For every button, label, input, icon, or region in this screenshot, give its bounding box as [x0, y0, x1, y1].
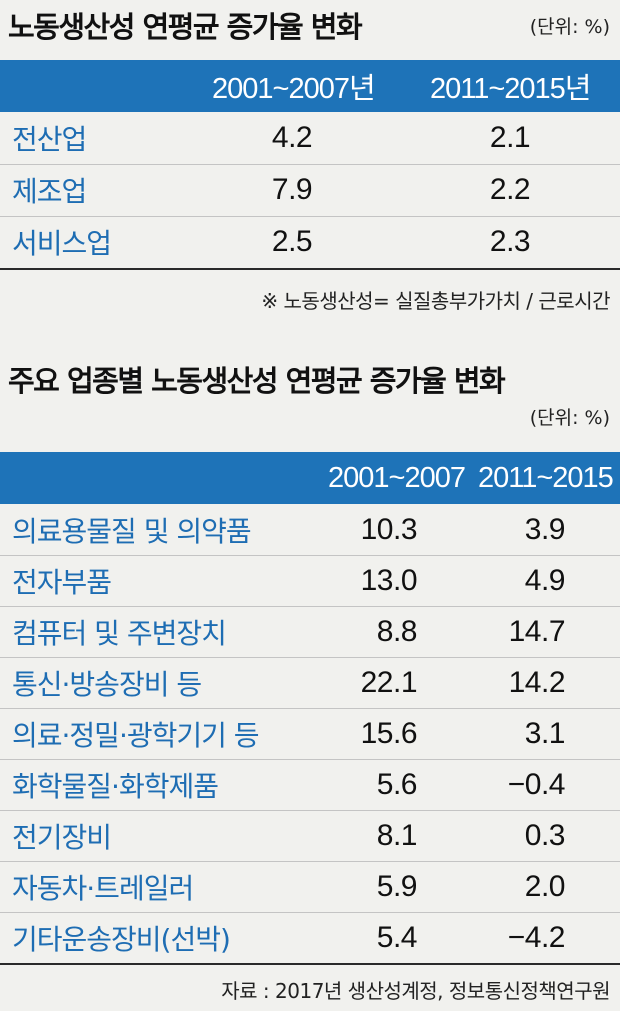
table2-cell: 14.7	[508, 614, 566, 648]
table1-note: ※ 노동생산성= 실질총부가가치 / 근로시간	[261, 289, 610, 313]
table2-row-label: 컴퓨터 및 주변장치	[12, 616, 227, 650]
table1-row-label: 제조업	[12, 175, 87, 208]
table2-unit: (단위: %)	[529, 407, 610, 429]
table2-row: 전자부품 13.0 4.9	[0, 555, 620, 607]
table1-cell: 7.9	[271, 173, 313, 206]
table1-row: 전산업 4.2 2.1	[0, 112, 620, 165]
table2-cell: 14.2	[508, 665, 566, 699]
table1-cell: 2.1	[489, 121, 531, 154]
table2-row-label: 의료·정밀·광학기기 등	[12, 718, 260, 752]
table2-row: 화학물질·화학제품 5.6 −0.4	[0, 759, 620, 811]
table1-row: 제조업 7.9 2.2	[0, 164, 620, 217]
table1-cell: 2.5	[271, 225, 313, 258]
table2-row: 의료·정밀·광학기기 등 15.6 3.1	[0, 708, 620, 760]
table2-row-label: 통신·방송장비 등	[12, 667, 202, 701]
table1-cell: 2.2	[489, 173, 531, 206]
table2-row-label: 의료용물질 및 의약품	[12, 514, 252, 548]
table1-unit: (단위: %)	[529, 16, 610, 38]
table2-row-label: 전자부품	[12, 565, 112, 599]
table2-row-label: 자동차·트레일러	[12, 871, 194, 905]
table1-col-header-2: 2011~2015년	[430, 73, 591, 105]
table2-cell: 8.1	[376, 818, 418, 852]
table2-cell: 2.0	[524, 869, 566, 903]
table2-row: 의료용물질 및 의약품 10.3 3.9	[0, 504, 620, 556]
table1-row-label: 서비스업	[12, 227, 112, 260]
table2-cell: 5.6	[376, 767, 418, 801]
table2-cell: 5.4	[376, 920, 418, 954]
table2-cell: 3.9	[524, 512, 566, 546]
table1-cell: 2.3	[489, 225, 531, 258]
table1-row: 서비스업 2.5 2.3	[0, 216, 620, 270]
table2-row-label: 화학물질·화학제품	[12, 769, 219, 803]
table2-row-label: 기타운송장비(선박)	[12, 922, 231, 956]
table2-cell: 0.3	[524, 818, 566, 852]
table2-row-label: 전기장비	[12, 820, 112, 854]
table2-col-header-2: 2011~2015	[478, 461, 614, 494]
table1-header-row: 2001~2007년 2011~2015년	[0, 60, 620, 112]
table2-cell: 15.6	[360, 716, 418, 750]
table2-row: 기타운송장비(선박) 5.4 −4.2	[0, 912, 620, 965]
table2-cell: 22.1	[360, 665, 418, 699]
table2-row: 통신·방송장비 등 22.1 14.2	[0, 657, 620, 709]
table1-title: 노동생산성 연평균 증가율 변화	[8, 10, 363, 44]
table2-cell: 5.9	[376, 869, 418, 903]
table1-row-label: 전산업	[12, 123, 87, 156]
table1-col-header-1: 2001~2007년	[212, 73, 376, 105]
table1-cell: 4.2	[271, 121, 313, 154]
table2-row: 컴퓨터 및 주변장치 8.8 14.7	[0, 606, 620, 658]
table2-source: 자료 : 2017년 생산성계정, 정보통신정책연구원	[221, 979, 610, 1003]
table2-row: 전기장비 8.1 0.3	[0, 810, 620, 862]
table2-cell: 10.3	[360, 512, 418, 546]
table2-cell: 3.1	[524, 716, 566, 750]
table2-cell: 13.0	[360, 563, 418, 597]
table2-cell: −4.2	[507, 920, 566, 954]
table2-cell: 8.8	[376, 614, 418, 648]
table2-row: 자동차·트레일러 5.9 2.0	[0, 861, 620, 913]
table2-col-header-1: 2001~2007	[328, 461, 466, 494]
table2-cell: 4.9	[524, 563, 566, 597]
table2-title: 주요 업종별 노동생산성 연평균 증가율 변화	[8, 364, 506, 398]
table2-header-row: 2001~2007 2011~2015	[0, 452, 620, 504]
table2-cell: −0.4	[507, 767, 566, 801]
